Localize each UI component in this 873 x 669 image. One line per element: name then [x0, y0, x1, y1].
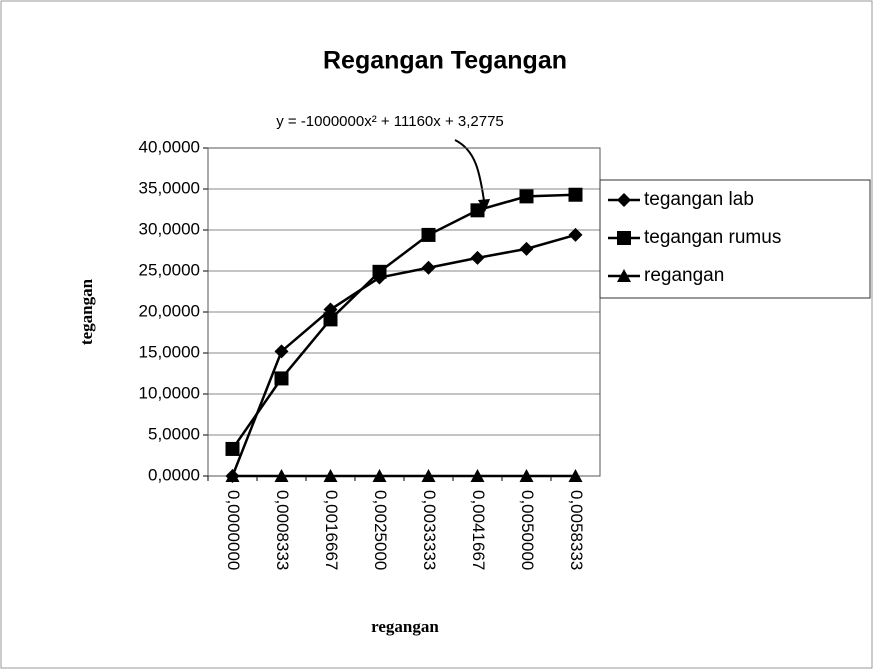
- y-axis-title: tegangan: [77, 278, 96, 345]
- x-tick-label: 0,0058333: [567, 490, 586, 570]
- chart-title: Regangan Tegangan: [323, 47, 567, 75]
- x-tick-label: 0,0008333: [273, 490, 292, 570]
- x-tick-label: 0,0025000: [371, 490, 390, 570]
- marker: [225, 469, 240, 482]
- y-tick-label: 10,0000: [139, 383, 200, 402]
- marker: [421, 260, 436, 275]
- trendline-equation: y = -1000000x² + 11160x + 3,2775: [276, 113, 504, 130]
- marker: [323, 312, 338, 327]
- marker: [568, 187, 583, 202]
- x-axis-title: regangan: [371, 617, 439, 636]
- legend-label: tegangan lab: [644, 189, 754, 210]
- legend-label: tegangan rumus: [644, 227, 781, 248]
- marker: [421, 469, 436, 482]
- series-line: [231, 193, 576, 450]
- annotation-arrow: [454, 139, 486, 209]
- y-tick-label: 0,0000: [148, 465, 200, 484]
- y-tick-label: 5,0000: [148, 424, 200, 443]
- marker: [519, 469, 534, 482]
- marker: [323, 469, 338, 482]
- marker: [274, 469, 289, 482]
- marker: [225, 441, 240, 456]
- marker: [519, 189, 534, 204]
- y-tick-label: 35,0000: [139, 178, 200, 197]
- legend-box: [599, 179, 871, 299]
- marker: [470, 250, 485, 265]
- x-tick-label: 0,0016667: [322, 490, 341, 570]
- y-tick-label: 25,0000: [139, 260, 200, 279]
- marker: [421, 227, 436, 242]
- marker: [568, 469, 583, 482]
- marker: [568, 227, 583, 242]
- y-tick-label: 30,0000: [139, 219, 200, 238]
- legend-marker: [617, 193, 631, 207]
- x-tick-label: 0,0033333: [420, 490, 439, 570]
- y-tick-label: 15,0000: [139, 342, 200, 361]
- legend-marker: [617, 231, 631, 245]
- y-tick-label: 20,0000: [139, 301, 200, 320]
- legend-marker: [617, 269, 631, 282]
- x-tick-label: 0,0041667: [469, 490, 488, 570]
- x-tick-label: 0,0050000: [518, 490, 537, 570]
- marker: [519, 241, 534, 256]
- marker: [274, 344, 289, 359]
- marker: [470, 203, 485, 218]
- series-line: [231, 233, 576, 477]
- marker: [274, 371, 289, 386]
- legend-label: regangan: [644, 265, 724, 286]
- marker: [470, 469, 485, 482]
- y-tick-label: 40,0000: [139, 137, 200, 156]
- x-tick-label: 0,0000000: [224, 490, 243, 570]
- marker: [372, 469, 387, 482]
- marker: [372, 264, 387, 279]
